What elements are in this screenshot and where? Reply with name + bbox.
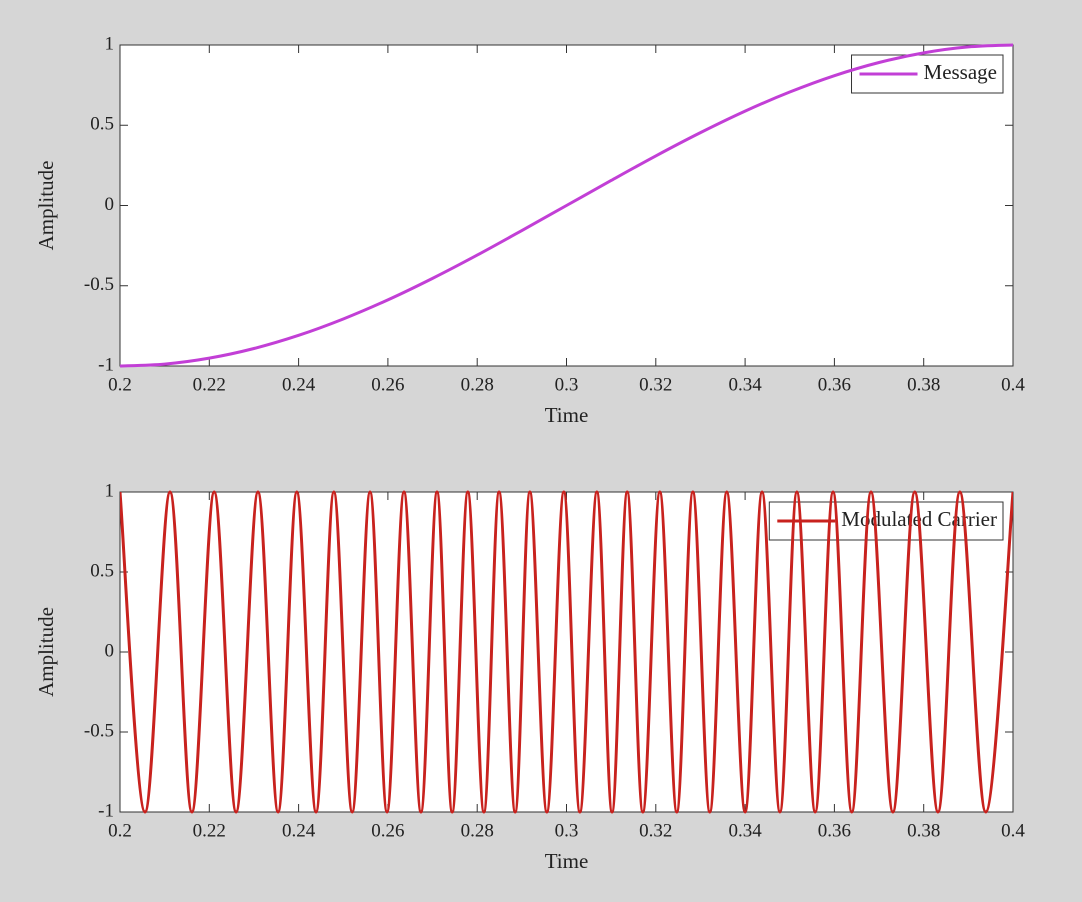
axes-frame [119,44,1014,367]
x-tick-label: 0.32 [639,820,672,841]
x-axis-label: Time [545,849,589,873]
legend-label: Message [924,60,997,84]
y-tick-label: 0.5 [90,114,114,135]
y-tick-label: -1 [98,800,114,821]
subplot: 0.2 0.22 0.24 0.26 0.28 0.3 0.32 0.34 0.36 0.38 0.… [34,33,1026,426]
x-tick-label: 0.3 [555,820,579,841]
y-tick-label: -0.5 [84,720,114,741]
x-tick-label: 0.3 [555,374,579,395]
y-tick-label: 0 [105,194,115,215]
x-tick-label: 0.26 [371,820,404,841]
x-tick-label: 0.28 [461,374,494,395]
data-line [120,490,1013,814]
legend: Message [851,54,1004,94]
y-axis-label: Amplitude [34,161,58,251]
y-axis-label: Amplitude [34,607,58,697]
x-tick-label: 0.24 [282,374,316,395]
x-tick-label: 0.22 [193,820,226,841]
y-tick-label: -1 [98,354,114,375]
x-tick-label: 0.38 [907,820,940,841]
x-tick-label: 0.22 [193,374,226,395]
x-tick-label: 0.2 [108,374,132,395]
y-tick-label: -0.5 [84,274,114,295]
x-axis-label: Time [545,403,589,427]
y-tick-label: 0 [105,640,115,661]
x-tick-label: 0.36 [818,820,851,841]
x-tick-label: 0.24 [282,820,316,841]
x-tick-label: 0.34 [728,820,762,841]
x-tick-label: 0.4 [1001,374,1025,395]
x-tick-label: 0.34 [728,374,762,395]
y-tick-label: 1 [105,33,115,54]
legend: Modulated Carrier [768,501,1004,541]
x-tick-label: 0.38 [907,374,940,395]
x-tick-label: 0.2 [108,820,132,841]
x-tick-label: 0.28 [461,820,494,841]
y-tick-label: 1 [105,480,115,501]
axes-frame [119,491,1014,813]
x-tick-label: 0.4 [1001,820,1025,841]
x-tick-label: 0.32 [639,374,672,395]
data-line [120,43,1013,368]
x-tick-label: 0.26 [371,374,404,395]
y-tick-label: 0.5 [90,560,114,581]
x-tick-label: 0.36 [818,374,851,395]
